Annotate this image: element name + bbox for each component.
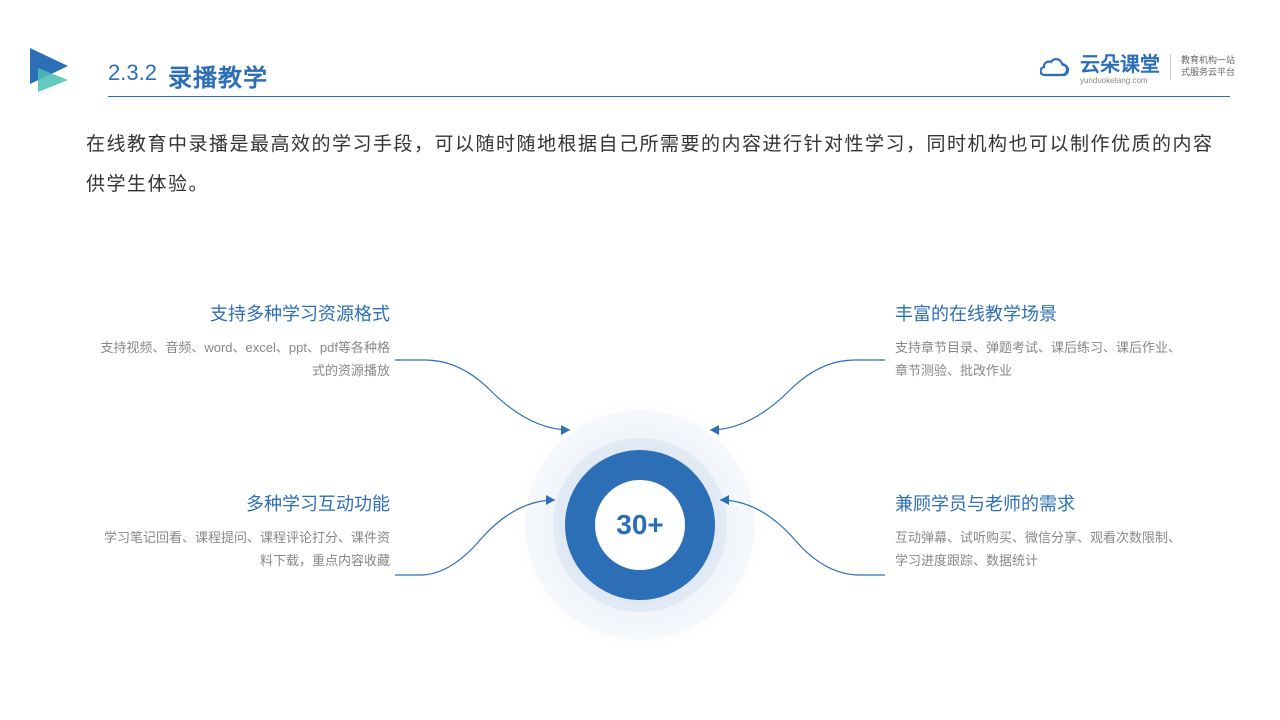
section-number: 2.3.2 bbox=[108, 60, 157, 86]
feature-desc: 互动弹幕、试听购买、微信分享、观看次数限制、学习进度跟踪、数据统计 bbox=[895, 526, 1185, 573]
logo-separator bbox=[1170, 54, 1171, 80]
feature-bottom-left: 多种学习互动功能 学习笔记回看、课程提问、课程评论打分、课件资料下载，重点内容收… bbox=[100, 490, 390, 573]
feature-diagram: 30+ 支持多种学习资源格式 支持视频、音频、word、excel、ppt、pd… bbox=[0, 250, 1280, 650]
feature-title: 多种学习互动功能 bbox=[100, 490, 390, 516]
connector-top-left bbox=[395, 320, 570, 440]
cloud-icon bbox=[1040, 56, 1070, 78]
brand-logo: 云朵课堂 yunduoketang.com 教育机构一站 式服务云平台 bbox=[1040, 48, 1235, 85]
feature-top-right: 丰富的在线教学场景 支持章节目录、弹题考试、课后练习、课后作业、章节测验、批改作… bbox=[895, 300, 1185, 383]
feature-title: 兼顾学员与老师的需求 bbox=[895, 490, 1185, 516]
feature-desc: 学习笔记回看、课程提问、课程评论打分、课件资料下载，重点内容收藏 bbox=[100, 526, 390, 573]
logo-tagline: 教育机构一站 式服务云平台 bbox=[1181, 55, 1235, 78]
feature-desc: 支持章节目录、弹题考试、课后练习、课后作业、章节测验、批改作业 bbox=[895, 336, 1185, 383]
center-ring: 30+ bbox=[565, 450, 715, 600]
connector-top-right bbox=[710, 320, 885, 440]
feature-top-left: 支持多种学习资源格式 支持视频、音频、word、excel、ppt、pdf等各种… bbox=[100, 300, 390, 383]
feature-title: 丰富的在线教学场景 bbox=[895, 300, 1185, 326]
feature-title: 支持多种学习资源格式 bbox=[100, 300, 390, 326]
logo-domain-text: yunduoketang.com bbox=[1080, 76, 1160, 85]
section-title: 录播教学 bbox=[168, 58, 268, 93]
intro-paragraph: 在线教育中录播是最高效的学习手段，可以随时随地根据自己所需要的内容进行针对性学习… bbox=[86, 125, 1220, 205]
center-value: 30+ bbox=[616, 509, 664, 541]
play-icon bbox=[30, 48, 85, 93]
logo-tagline-line1: 教育机构一站 bbox=[1181, 55, 1235, 67]
center-circle: 30+ bbox=[525, 410, 755, 640]
logo-brand-text: 云朵课堂 bbox=[1080, 48, 1160, 77]
slide-header: 2.3.2 录播教学 云朵课堂 yunduoketang.com 教育机构一站 … bbox=[0, 30, 1280, 90]
feature-desc: 支持视频、音频、word、excel、ppt、pdf等各种格式的资源播放 bbox=[100, 336, 390, 383]
feature-bottom-right: 兼顾学员与老师的需求 互动弹幕、试听购买、微信分享、观看次数限制、学习进度跟踪、… bbox=[895, 490, 1185, 573]
header-underline bbox=[108, 96, 1230, 97]
logo-tagline-line2: 式服务云平台 bbox=[1181, 67, 1235, 79]
